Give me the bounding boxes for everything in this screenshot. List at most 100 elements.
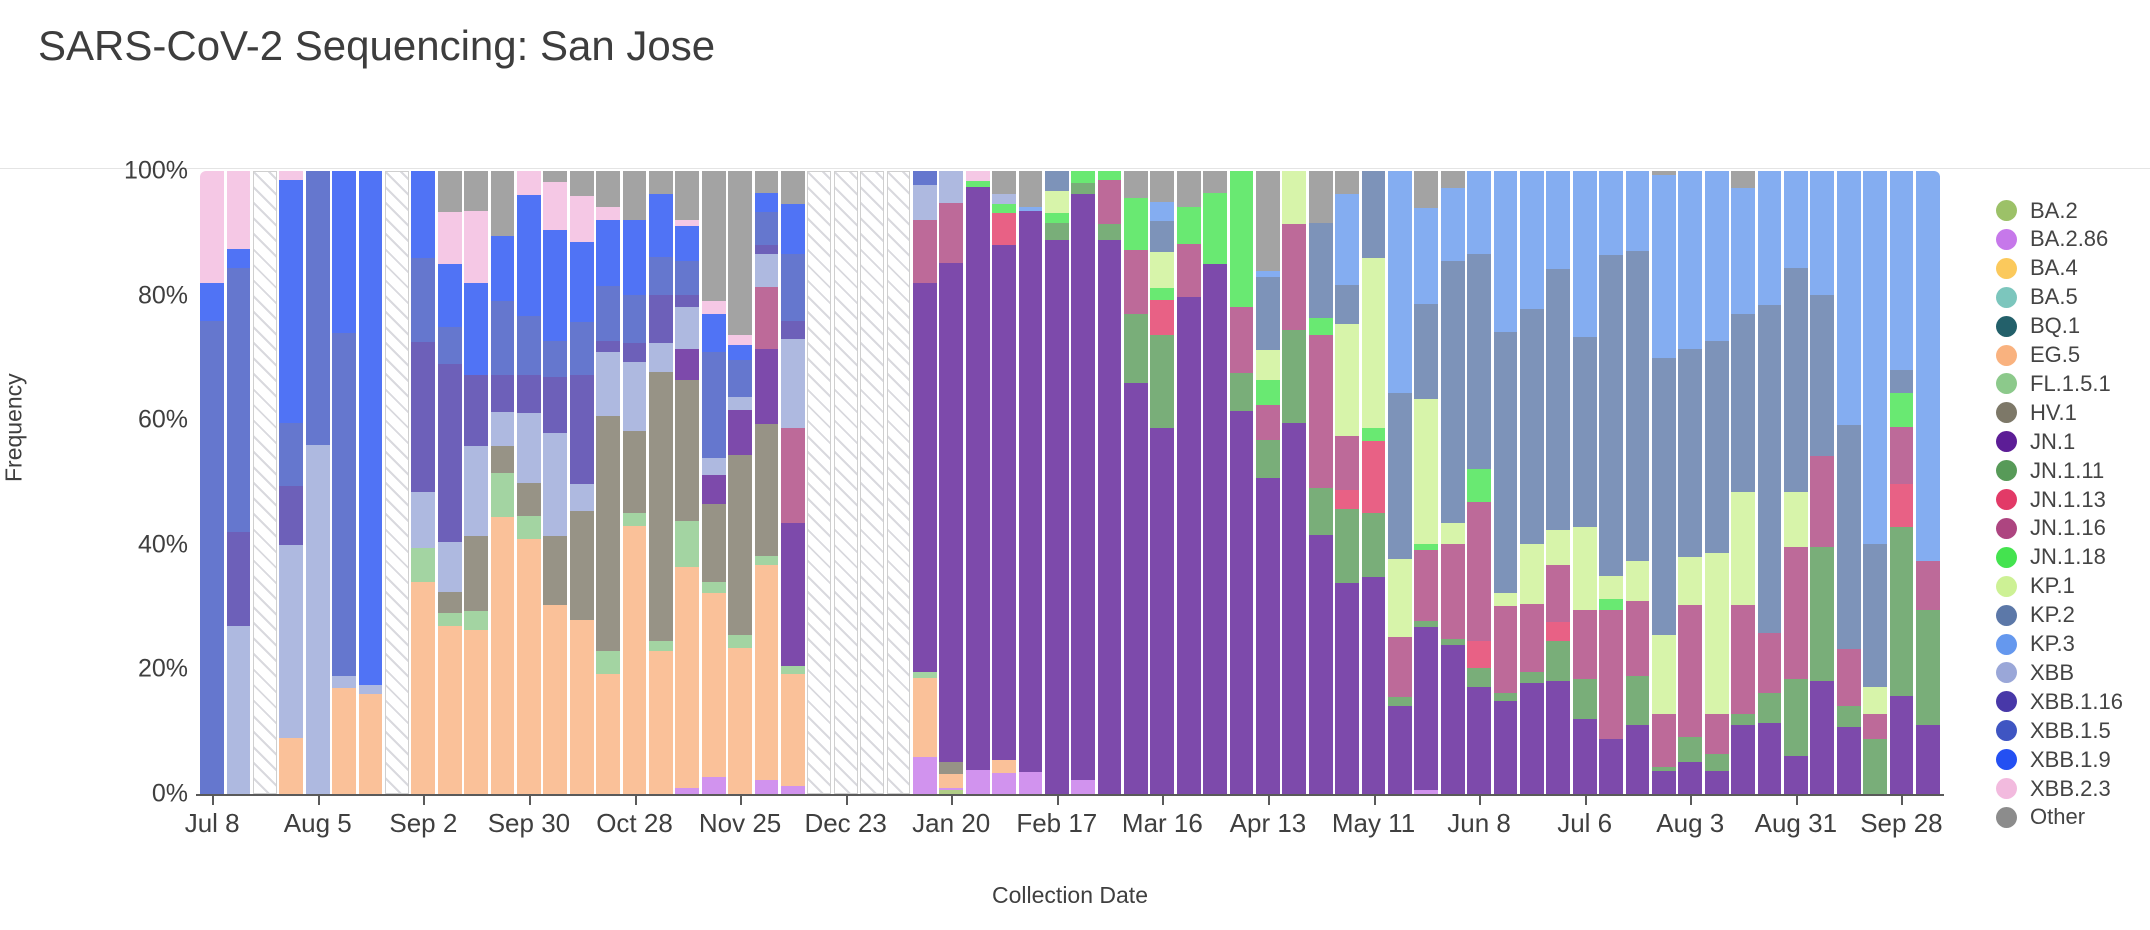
bar-segment-2024-09-07-JN.1.11[interactable]: [1810, 546, 1835, 681]
bar-segment-2024-09-28-JN.1[interactable]: [1889, 695, 1914, 794]
bar-segment-2024-05-25-KP.2[interactable]: [1414, 303, 1439, 400]
bar-segment-2023-10-21-EG.5[interactable]: [596, 674, 620, 794]
bar-segment-2023-09-23-HV.1[interactable]: [490, 445, 515, 474]
bar-segment-2024-01-20-JN.1.16[interactable]: [939, 203, 964, 264]
bar-segment-2023-10-07-HV.1[interactable]: [543, 536, 568, 606]
bar-segment-2024-05-04-Other[interactable]: [1335, 171, 1360, 195]
bar-segment-2023-07-08-XBB.1.9[interactable]: [200, 283, 225, 321]
bar-segment-2024-09-21-JN.1.11[interactable]: [1863, 739, 1887, 794]
bar-segment-2023-09-16-FL.1.5.1[interactable]: [464, 611, 489, 631]
bar-segment-2024-10-05-KP.3[interactable]: [1915, 171, 1940, 561]
bar-segment-2023-10-21-FL.1.5.1[interactable]: [596, 651, 620, 675]
bar-segment-2023-11-04-HV.1[interactable]: [648, 372, 673, 641]
bar-segment-2024-07-27-JN.1[interactable]: [1651, 770, 1676, 794]
bar-segment-2024-07-27-KP.1[interactable]: [1651, 634, 1676, 715]
bar-segment-2024-02-17-KP.2[interactable]: [1044, 171, 1069, 191]
bar-segment-2024-02-03-EG.5[interactable]: [992, 759, 1016, 774]
bar-segment-2023-11-18-Other[interactable]: [701, 171, 726, 302]
bar-segment-2023-09-02-XBB.1.5[interactable]: [411, 258, 436, 343]
bar-segment-2024-09-14-KP.2[interactable]: [1836, 424, 1861, 650]
bar-segment-2024-06-15-KP.1[interactable]: [1493, 593, 1518, 606]
bar-segment-2023-10-28-XBB.1.5[interactable]: [622, 294, 647, 343]
bar-segment-2023-10-28-EG.5[interactable]: [622, 525, 647, 794]
bar-segment-2023-11-18-BA.2.86[interactable]: [701, 777, 726, 794]
bar-segment-2024-03-09-Other[interactable]: [1124, 171, 1148, 198]
bar-segment-2024-07-13-JN.1.18[interactable]: [1599, 599, 1623, 610]
legend-item-BA.5[interactable]: BA.5: [1996, 283, 2078, 312]
bar-segment-2024-03-09-JN.1.11[interactable]: [1124, 314, 1148, 383]
bar-segment-2023-11-18-HV.1[interactable]: [701, 504, 726, 583]
bar-segment-2023-09-16-HV.1[interactable]: [464, 536, 489, 612]
bar-segment-2024-04-06-JN.1.11[interactable]: [1229, 373, 1254, 411]
bar-segment-2024-03-30-JN.1[interactable]: [1203, 264, 1228, 794]
bar-segment-2024-07-20-JN.1.16[interactable]: [1625, 600, 1650, 677]
bar-segment-2023-08-12-XBB[interactable]: [332, 675, 357, 689]
bar-segment-2024-06-15-KP.3[interactable]: [1493, 171, 1518, 333]
bar-segment-2024-01-27-JN.1.18[interactable]: [965, 180, 990, 188]
bar-segment-2023-09-23-EG.5[interactable]: [490, 517, 515, 794]
bar-segment-2024-10-05-JN.1.11[interactable]: [1915, 609, 1940, 725]
bar-segment-2024-08-10-KP.2[interactable]: [1704, 341, 1729, 553]
bar-segment-2023-08-12-XBB.1.5[interactable]: [332, 333, 357, 676]
bar-segment-2023-11-11-XBB.2.3[interactable]: [675, 219, 700, 226]
bar-segment-2024-02-17-JN.1.11[interactable]: [1044, 222, 1069, 240]
bar-segment-2024-06-29-KP.2[interactable]: [1546, 269, 1571, 530]
bar-segment-2023-09-16-XBB.1.9[interactable]: [464, 282, 489, 375]
bar-segment-2024-05-18-KP.2[interactable]: [1388, 392, 1412, 559]
bar-segment-2024-02-10-Other[interactable]: [1018, 171, 1043, 207]
bar-segment-2024-08-03-JN.1.16[interactable]: [1678, 605, 1703, 738]
bar-segment-2023-12-09-Other[interactable]: [780, 171, 805, 205]
bar-segment-2023-08-19-EG.5[interactable]: [358, 694, 383, 794]
legend-item-XBB.1.5[interactable]: XBB.1.5: [1996, 716, 2111, 745]
bar-segment-2024-06-01-KP.2[interactable]: [1440, 260, 1465, 523]
bar-segment-2024-07-13-KP.2[interactable]: [1599, 255, 1623, 576]
bar-segment-2023-10-14-XBB.1.5[interactable]: [569, 321, 594, 375]
bar-segment-2023-09-30-XBB.1.5[interactable]: [517, 316, 541, 376]
bar-segment-2023-11-11-XBB.1.16[interactable]: [675, 294, 700, 308]
bar-segment-2023-08-05-XBB.1.5[interactable]: [305, 171, 330, 446]
bar-segment-2023-10-07-XBB[interactable]: [543, 433, 568, 537]
bar-segment-2024-03-16-JN.1.13[interactable]: [1150, 299, 1175, 335]
bar-segment-2024-08-17-KP.1[interactable]: [1731, 491, 1755, 606]
bar-segment-2024-01-20-JN.1[interactable]: [939, 263, 964, 763]
bar-segment-2024-09-21-JN.1.16[interactable]: [1863, 714, 1887, 740]
bar-segment-2024-04-27-KP.2[interactable]: [1308, 222, 1333, 319]
bar-segment-2023-09-23-XBB.1.9[interactable]: [490, 235, 515, 302]
legend-item-BA.4[interactable]: BA.4: [1996, 254, 2078, 283]
bar-segment-2024-02-10-KP.3[interactable]: [1018, 206, 1043, 211]
bar-segment-2023-09-09-FL.1.5.1[interactable]: [437, 613, 462, 626]
bar-segment-2023-12-09-XBB.1.9[interactable]: [780, 204, 805, 254]
bar-segment-2023-11-11-EG.5[interactable]: [675, 566, 700, 788]
bar-segment-2023-11-11-XBB.1.5[interactable]: [675, 261, 700, 295]
bar-segment-2024-02-03-Other[interactable]: [992, 171, 1016, 195]
bar-segment-2023-12-09-JN.1.16[interactable]: [780, 428, 805, 523]
bar-segment-2024-07-20-JN.1[interactable]: [1625, 724, 1650, 794]
bar-segment-2024-09-28-KP.2[interactable]: [1889, 370, 1914, 394]
bar-segment-2024-03-16-JN.1[interactable]: [1150, 428, 1175, 794]
bar-segment-2024-06-08-KP.2[interactable]: [1467, 253, 1491, 469]
bar-segment-2024-06-01-KP.3[interactable]: [1440, 187, 1465, 261]
bar-segment-2023-07-29-XBB.1.5[interactable]: [279, 423, 304, 486]
bar-segment-2023-11-11-XBB.1.9[interactable]: [675, 225, 700, 262]
bar-segment-2024-02-17-JN.1[interactable]: [1044, 239, 1069, 794]
bar-segment-2024-08-24-KP.3[interactable]: [1757, 171, 1782, 305]
bar-segment-2024-07-06-KP.2[interactable]: [1572, 336, 1597, 528]
bar-segment-2024-09-14-JN.1.16[interactable]: [1836, 649, 1861, 707]
bar-segment-2023-07-29-XBB.2.3[interactable]: [279, 171, 304, 181]
bar-segment-2024-07-13-JN.1[interactable]: [1599, 739, 1623, 794]
bar-segment-2023-09-09-XBB.1.9[interactable]: [437, 264, 462, 327]
bar-segment-2023-09-30-FL.1.5.1[interactable]: [517, 515, 541, 539]
bar-segment-2024-03-16-JN.1.11[interactable]: [1150, 334, 1175, 429]
bar-segment-2024-06-29-JN.1.13[interactable]: [1546, 622, 1571, 641]
bar-segment-2024-08-17-KP.3[interactable]: [1731, 187, 1755, 314]
bar-segment-2024-02-03-BA.2.86[interactable]: [992, 773, 1016, 794]
bar-segment-2023-10-14-EG.5[interactable]: [569, 620, 594, 794]
bar-segment-2024-02-10-BA.2.86[interactable]: [1018, 771, 1043, 794]
bar-segment-2024-02-03-JN.1.18[interactable]: [992, 204, 1016, 213]
bar-segment-2024-06-22-JN.1[interactable]: [1519, 682, 1544, 794]
legend-item-KP.2[interactable]: KP.2: [1996, 601, 2075, 630]
bar-segment-2023-10-28-Other[interactable]: [622, 171, 647, 220]
bar-segment-2024-02-24-BA.2.86[interactable]: [1071, 779, 1096, 794]
bar-segment-2023-10-07-EG.5[interactable]: [543, 605, 568, 794]
bar-segment-2024-04-13-JN.1.18[interactable]: [1256, 379, 1280, 405]
